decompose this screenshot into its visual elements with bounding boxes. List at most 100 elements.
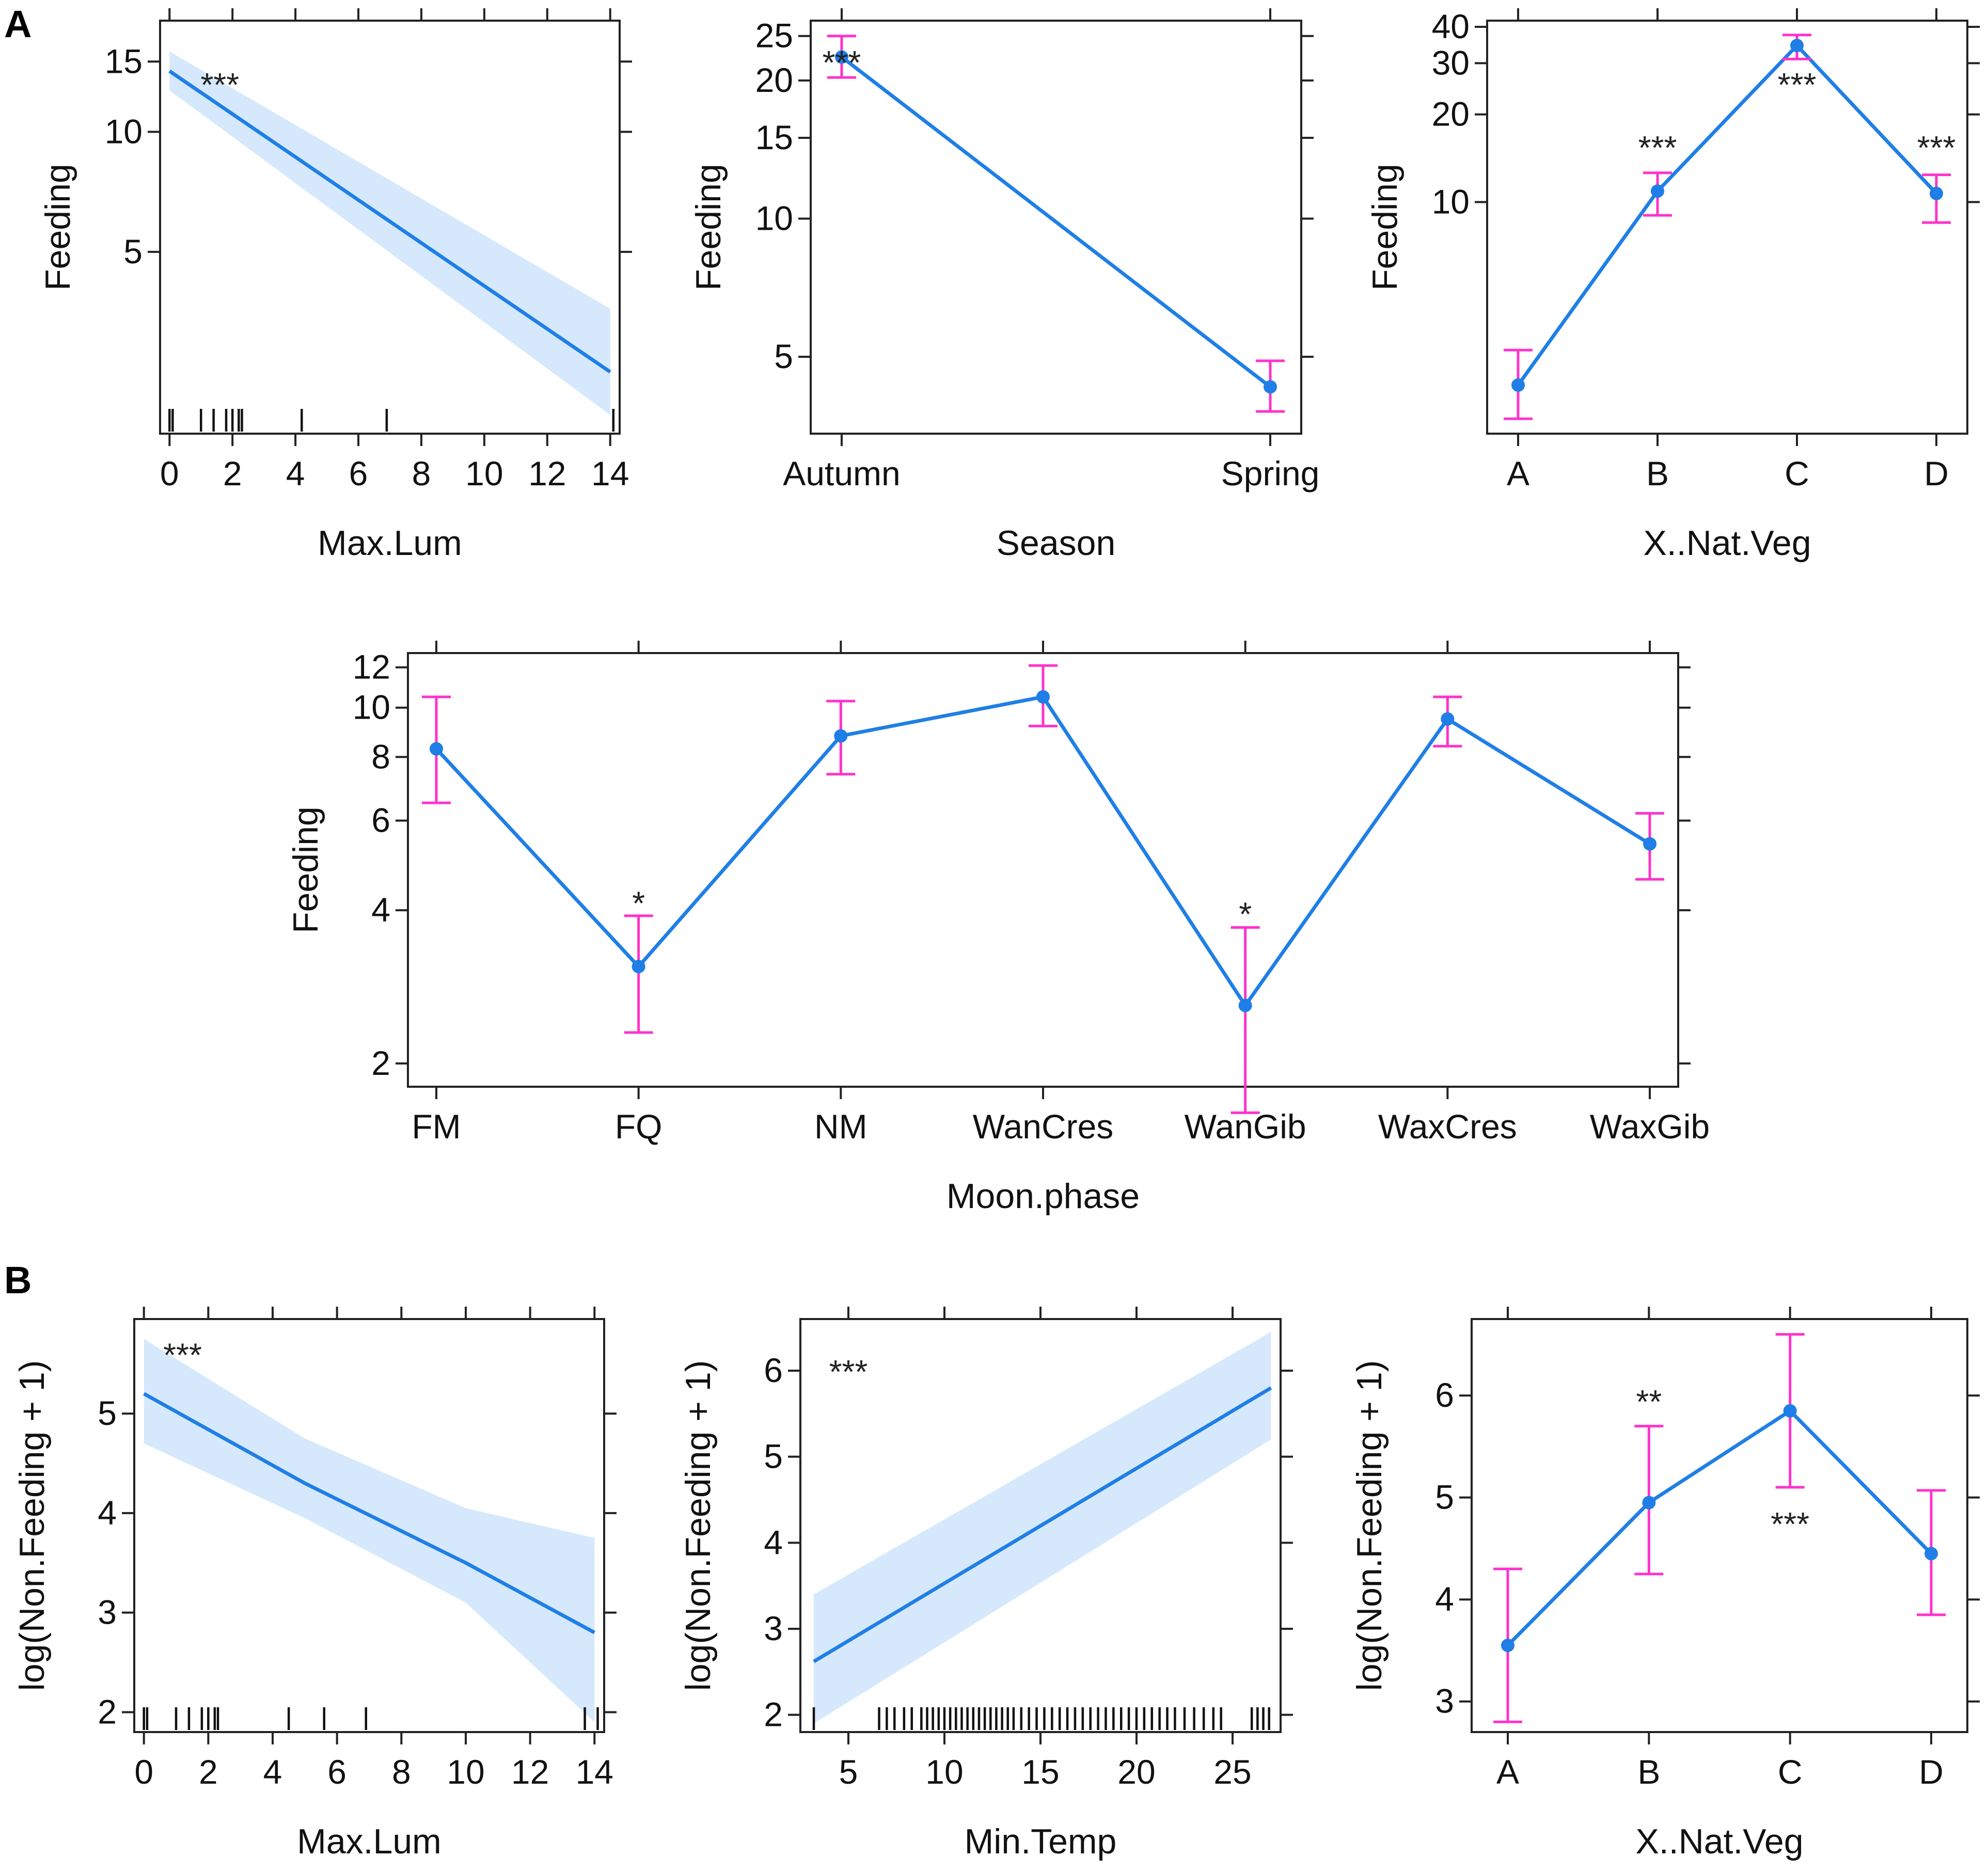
x-tick-label: 14: [591, 454, 629, 493]
significance-label: ***: [1771, 1505, 1809, 1543]
data-point: [632, 960, 645, 974]
significance-label: *: [1239, 895, 1252, 932]
x-tick-label: WanCres: [973, 1107, 1114, 1146]
chart-a1: 0 2 4 6 8 10 12 14 5 10 15 Max.Lum Feeding ***: [38, 8, 632, 563]
series-line: [1506, 1408, 1933, 1647]
y-tick-label: 2: [764, 1695, 783, 1734]
x-tick-label: B: [1646, 454, 1669, 493]
plot-frame: [159, 20, 621, 435]
data-point: [1790, 39, 1804, 53]
x-tick-label: 4: [286, 454, 305, 493]
x-axis-title: Moon.phase: [946, 1177, 1140, 1216]
y-tick-label: 10: [353, 688, 390, 726]
y-tick-label: 6: [1435, 1376, 1454, 1414]
x-tick-label: 10: [465, 454, 503, 493]
data-point: [1642, 1496, 1656, 1510]
y-tick-label: 6: [764, 1351, 783, 1389]
y-axis-title: Feeding: [38, 164, 77, 291]
confidence-band: [144, 1339, 595, 1722]
x-tick-label: 12: [528, 454, 566, 493]
significance-label: ***: [823, 44, 861, 81]
x-tick-label: 12: [511, 1753, 549, 1791]
significance-label: ***: [163, 1336, 202, 1373]
x-tick-label: 0: [134, 1753, 153, 1791]
x-axis-title: Max.Lum: [318, 523, 462, 563]
y-axis-title: log(Non.Feeding + 1): [679, 1360, 718, 1691]
x-axis-title: Season: [997, 523, 1116, 563]
data-point: [1930, 186, 1943, 200]
x-tick-label: 15: [1021, 1753, 1059, 1791]
x-axis-title: Max.Lum: [297, 1822, 441, 1861]
data-point: [835, 50, 848, 64]
y-tick-label: 4: [1435, 1580, 1454, 1618]
y-axis-title: Feeding: [286, 806, 325, 933]
x-tick-label: D: [1919, 1753, 1944, 1791]
y-tick-label: 4: [764, 1523, 783, 1561]
x-tick-label: 0: [160, 454, 179, 493]
y-tick-label: 2: [98, 1692, 117, 1731]
y-axis-title: Feeding: [689, 164, 728, 291]
x-tick-label: C: [1778, 1753, 1803, 1791]
y-tick-label: 6: [371, 801, 390, 839]
y-tick-label: 5: [1435, 1478, 1454, 1516]
significance-label: **: [1636, 1383, 1662, 1420]
data-point: [1924, 1547, 1938, 1561]
series-line: [840, 55, 1272, 389]
y-tick-label: 3: [1435, 1682, 1454, 1720]
x-tick-label: A: [1507, 454, 1529, 493]
y-axis-title: Feeding: [1365, 164, 1405, 291]
significance-label: ***: [1638, 129, 1677, 166]
chart-b2: 5 10 15 20 25 2 3 4 5 6 Min.Temp log(Non.Feeding + …: [679, 1307, 1293, 1861]
y-tick-label: 12: [353, 648, 390, 686]
x-tick-label: 10: [447, 1753, 484, 1791]
significance-label: ***: [1778, 66, 1817, 103]
x-tick-label: D: [1924, 454, 1949, 493]
y-tick-label: 20: [755, 61, 793, 99]
confidence-band: [169, 51, 610, 415]
x-tick-label: 4: [263, 1753, 282, 1791]
y-tick-label: 2: [371, 1044, 390, 1082]
significance-label: ***: [1917, 129, 1956, 166]
x-tick-label: Spring: [1221, 454, 1320, 493]
chart-b3: A B C D 3 4 5 6 X..Nat.Veg log(Non.Feeding + 1) **…: [1350, 1307, 1980, 1861]
y-tick-label: 10: [1432, 182, 1470, 220]
x-tick-label: 10: [925, 1753, 963, 1791]
x-tick-label: 2: [223, 454, 242, 493]
data-point: [1783, 1404, 1797, 1418]
x-tick-label: FM: [412, 1107, 461, 1146]
x-tick-label: C: [1785, 454, 1809, 493]
data-point: [430, 742, 443, 756]
data-point: [1238, 998, 1252, 1012]
series-line: [1517, 43, 1938, 386]
x-tick-label: 6: [327, 1753, 346, 1791]
y-tick-label: 40: [1432, 7, 1470, 45]
y-tick-label: 3: [764, 1609, 783, 1647]
y-axis-title: log(Non.Feeding + 1): [1350, 1360, 1389, 1691]
x-axis-title: Min.Temp: [965, 1822, 1117, 1861]
y-tick-label: 4: [98, 1494, 117, 1532]
fit-line: [168, 69, 611, 374]
data-point: [1441, 712, 1455, 726]
y-tick-label: 5: [764, 1437, 783, 1475]
y-tick-label: 5: [774, 337, 793, 375]
x-tick-label: FQ: [615, 1107, 662, 1146]
plot-frame: [810, 20, 1302, 435]
significance-label: *: [632, 884, 645, 922]
x-tick-label: 8: [392, 1753, 411, 1791]
fit-line: [813, 1386, 1272, 1663]
fit-line: [143, 1392, 595, 1634]
x-tick-label: 2: [199, 1753, 218, 1791]
data-point: [1264, 380, 1277, 394]
data-point: [834, 729, 848, 743]
significance-label: ***: [829, 1353, 868, 1390]
panel-label-b: B: [4, 1259, 31, 1301]
y-tick-label: 25: [755, 17, 793, 55]
x-tick-label: 14: [576, 1753, 613, 1791]
y-axis-title: log(Non.Feeding + 1): [12, 1360, 52, 1691]
y-tick-label: 15: [105, 42, 143, 80]
data-point: [1036, 690, 1050, 704]
plot-frame: [1471, 1318, 1968, 1733]
y-tick-label: 15: [755, 118, 793, 156]
